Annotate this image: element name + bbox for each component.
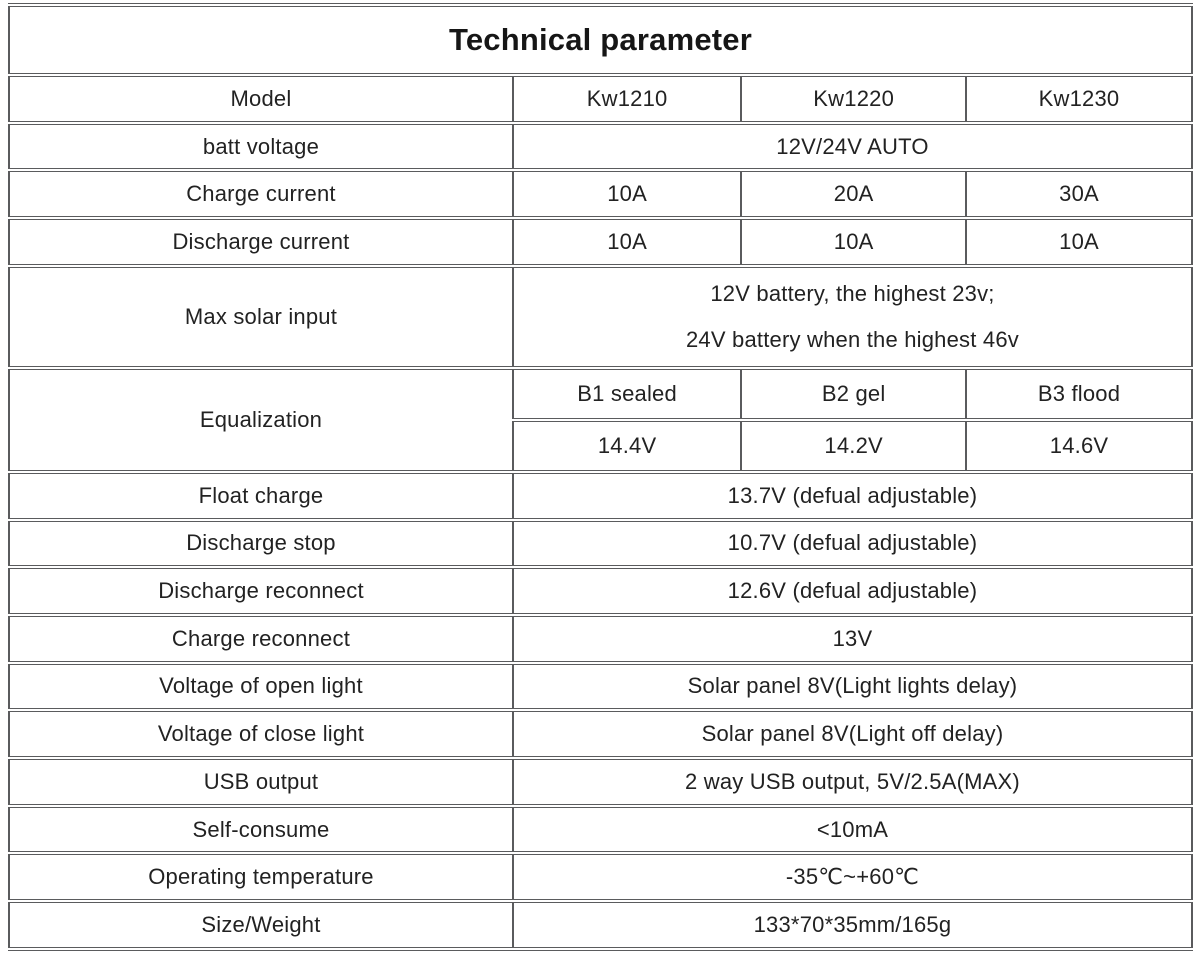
- table-row-self-consume: Self-consume <10mA: [8, 803, 1194, 856]
- equalization-voltage-b2: 14.2V: [740, 417, 968, 474]
- spec-table: Technical parameter Model Kw1210 Kw1220 …: [8, 3, 1194, 951]
- charge-current-kw1220: 20A: [740, 168, 968, 221]
- param-value-size-weight: 133*70*35mm/165g: [511, 899, 1194, 951]
- param-label-charge-current: Charge current: [8, 168, 514, 221]
- model-kw1220: Kw1220: [740, 73, 968, 125]
- equalization-voltage-b3: 14.6V: [965, 417, 1193, 474]
- max-solar-input-line1: 12V battery, the highest 23v;: [710, 281, 995, 307]
- param-label-model: Model: [8, 73, 514, 125]
- table-row-voltage-close-light: Voltage of close light Solar panel 8V(Li…: [8, 708, 1194, 761]
- param-value-max-solar-input: 12V battery, the highest 23v; 24V batter…: [511, 263, 1194, 370]
- table-row-batt-voltage: batt voltage 12V/24V AUTO: [8, 120, 1194, 173]
- equalization-type-b3: B3 flood: [965, 365, 1193, 422]
- param-label-equalization: Equalization: [8, 365, 514, 474]
- param-label-voltage-open-light: Voltage of open light: [8, 660, 514, 713]
- param-value-batt-voltage: 12V/24V AUTO: [511, 120, 1194, 173]
- param-value-voltage-open-light: Solar panel 8V(Light lights delay): [511, 660, 1194, 713]
- param-label-voltage-close-light: Voltage of close light: [8, 708, 514, 761]
- table-row-usb-output: USB output 2 way USB output, 5V/2.5A(MAX…: [8, 756, 1194, 808]
- param-label-max-solar-input: Max solar input: [8, 263, 514, 370]
- table-title-row: Technical parameter: [8, 3, 1193, 77]
- table-row-discharge-current: Discharge current 10A 10A 10A: [8, 216, 1193, 268]
- table-row-max-solar-input: Max solar input 12V battery, the highest…: [8, 263, 1194, 370]
- table-row-model: Model Kw1210 Kw1220 Kw1230: [8, 73, 1193, 125]
- param-value-operating-temperature: -35℃~+60℃: [511, 851, 1194, 904]
- table-row-charge-current: Charge current 10A 20A 30A: [8, 168, 1193, 221]
- param-value-usb-output: 2 way USB output, 5V/2.5A(MAX): [511, 756, 1194, 808]
- table-row-voltage-open-light: Voltage of open light Solar panel 8V(Lig…: [8, 660, 1194, 713]
- table-row-equalization-types: Equalization B1 sealed B2 gel B3 flood: [8, 365, 1193, 474]
- param-label-discharge-stop: Discharge stop: [8, 517, 514, 570]
- param-label-discharge-reconnect: Discharge reconnect: [8, 565, 514, 617]
- table-row-charge-reconnect: Charge reconnect 13V: [8, 612, 1194, 665]
- param-value-discharge-stop: 10.7V (defual adjustable): [511, 517, 1194, 570]
- param-value-voltage-close-light: Solar panel 8V(Light off delay): [511, 708, 1194, 761]
- table-row-discharge-reconnect: Discharge reconnect 12.6V (defual adjust…: [8, 565, 1194, 617]
- param-label-batt-voltage: batt voltage: [8, 120, 514, 173]
- table-row-size-weight: Size/Weight 133*70*35mm/165g: [8, 899, 1194, 951]
- table-row-operating-temperature: Operating temperature -35℃~+60℃: [8, 851, 1194, 904]
- equalization-type-b1: B1 sealed: [511, 365, 743, 422]
- model-kw1230: Kw1230: [965, 73, 1193, 125]
- discharge-current-kw1210: 10A: [511, 216, 743, 268]
- param-value-charge-reconnect: 13V: [511, 612, 1194, 665]
- param-label-self-consume: Self-consume: [8, 803, 514, 856]
- page-title: Technical parameter: [8, 3, 1193, 77]
- param-label-discharge-current: Discharge current: [8, 216, 514, 268]
- discharge-current-kw1220: 10A: [740, 216, 968, 268]
- charge-current-kw1210: 10A: [511, 168, 743, 221]
- param-value-float-charge: 13.7V (defual adjustable): [511, 469, 1194, 522]
- charge-current-kw1230: 30A: [965, 168, 1193, 221]
- model-kw1210: Kw1210: [511, 73, 743, 125]
- param-label-usb-output: USB output: [8, 756, 514, 808]
- param-value-discharge-reconnect: 12.6V (defual adjustable): [511, 565, 1194, 617]
- table-row-discharge-stop: Discharge stop 10.7V (defual adjustable): [8, 517, 1194, 570]
- param-label-charge-reconnect: Charge reconnect: [8, 612, 514, 665]
- equalization-type-b2: B2 gel: [740, 365, 968, 422]
- discharge-current-kw1230: 10A: [965, 216, 1193, 268]
- max-solar-input-line2: 24V battery when the highest 46v: [686, 326, 1019, 352]
- param-label-size-weight: Size/Weight: [8, 899, 514, 951]
- equalization-voltage-b1: 14.4V: [511, 417, 743, 474]
- table-row-equalization-voltages: 14.4V 14.2V 14.6V: [9, 417, 1193, 474]
- table-row-float-charge: Float charge 13.7V (defual adjustable): [8, 469, 1194, 522]
- param-value-self-consume: <10mA: [511, 803, 1194, 856]
- param-label-float-charge: Float charge: [8, 469, 514, 522]
- param-label-operating-temperature: Operating temperature: [8, 851, 514, 904]
